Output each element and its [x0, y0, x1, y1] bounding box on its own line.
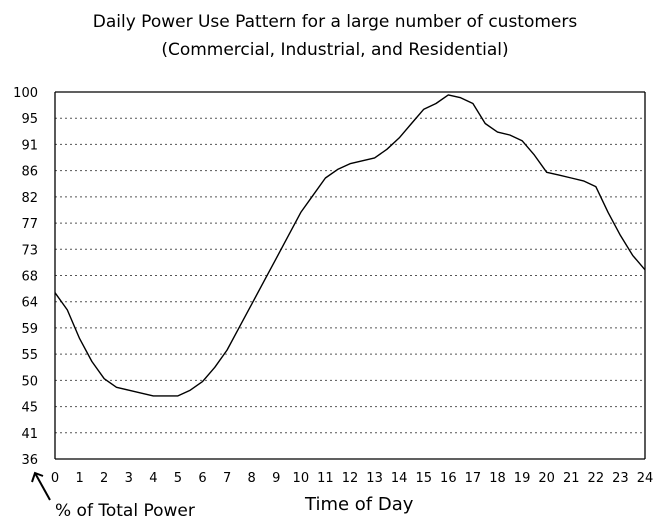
x-tick-label: 12 [342, 471, 359, 486]
x-tick-label: 8 [248, 471, 256, 486]
x-tick-label: 14 [391, 471, 408, 486]
gridlines [55, 117, 645, 434]
y-tick-label: 100 [13, 86, 38, 101]
x-tick-label: 17 [465, 471, 482, 486]
x-tick-label: 2 [100, 471, 108, 486]
chart-title: Daily Power Use Pattern for a large numb… [92, 12, 578, 32]
x-tick-label: 13 [366, 471, 383, 486]
x-axis-label: Time of Day [305, 494, 414, 515]
x-tick-label: 7 [223, 471, 231, 486]
y-tick-label: 73 [21, 243, 38, 258]
x-tick-label: 22 [588, 471, 605, 486]
y-tick-label: 55 [21, 348, 38, 363]
y-tick-label: 86 [21, 165, 38, 180]
y-tick-label: 68 [21, 270, 38, 285]
y-tick-label: 45 [21, 401, 38, 416]
y-tick-label: 82 [21, 191, 38, 206]
arrow-icon [31, 471, 51, 501]
x-tick-label: 19 [514, 471, 531, 486]
axes [54, 91, 646, 460]
x-tick-label: 4 [149, 471, 157, 486]
chart-subtitle: (Commercial, Industrial, and Residential… [161, 40, 509, 60]
y-tick-label: 41 [21, 427, 38, 442]
y-tick-label: 91 [21, 138, 38, 153]
x-tick-label: 9 [272, 471, 280, 486]
x-tick-label: 15 [415, 471, 432, 486]
series-lines [54, 94, 646, 397]
series-line [54, 94, 646, 397]
x-tick-label: 18 [489, 471, 506, 486]
y-tick-labels: 100 95 91 86 82 77 73 68 64 59 55 50 45 41 36 [13, 86, 38, 468]
x-tick-label: 3 [125, 471, 133, 486]
y-tick-label: 95 [21, 112, 38, 127]
x-tick-label: 23 [612, 471, 629, 486]
x-tick-label: 6 [198, 471, 206, 486]
y-tick-label: 50 [21, 374, 38, 389]
y-tick-label: 77 [21, 217, 38, 232]
x-tick-label: 5 [174, 471, 182, 486]
y-tick-label: 59 [21, 322, 38, 337]
x-tick-label: 0 [51, 471, 59, 486]
x-tick-label: 1 [75, 471, 83, 486]
x-tick-label: 21 [563, 471, 580, 486]
x-tick-label: 10 [293, 471, 310, 486]
y-tick-label: 36 [21, 453, 38, 468]
x-tick-label: 16 [440, 471, 457, 486]
x-tick-labels: 0 1 2 3 4 5 6 7 8 9 10 11 12 13 14 15 16 17 18 19 20 21 22 23 24 [51, 471, 653, 486]
y-tick-label: 64 [21, 296, 38, 311]
x-tick-label: 20 [538, 471, 555, 486]
x-tick-label: 24 [637, 471, 654, 486]
y-axis-label: % of Total Power [55, 501, 195, 521]
x-tick-label: 11 [317, 471, 334, 486]
